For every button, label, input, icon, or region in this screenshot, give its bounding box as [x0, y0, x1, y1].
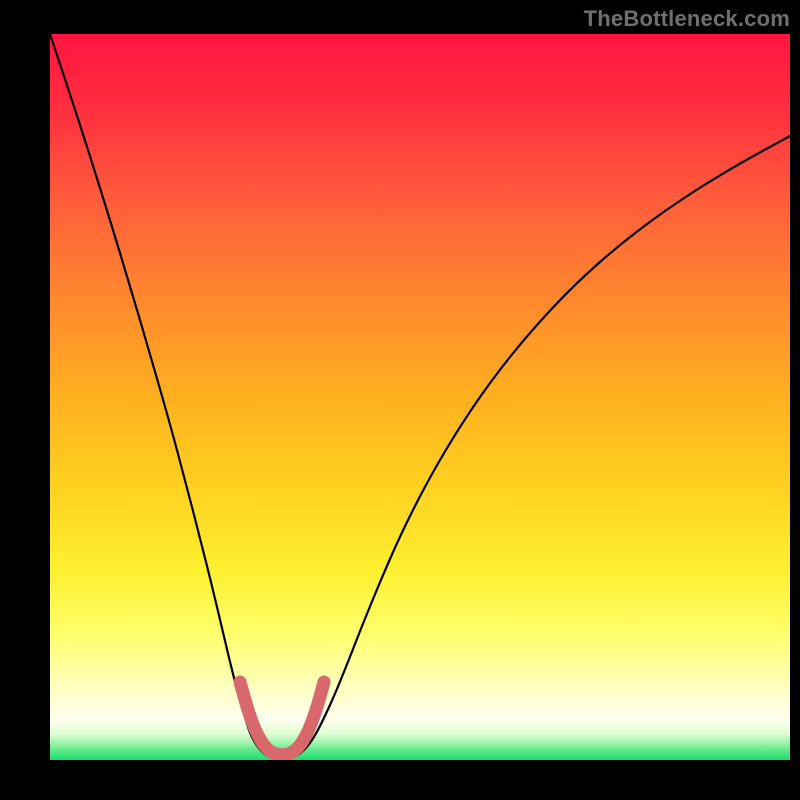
bottleneck-curve	[50, 34, 790, 759]
watermark-text: TheBottleneck.com	[584, 6, 790, 32]
plot-area	[50, 34, 790, 760]
highlight-segment	[240, 682, 324, 755]
curve-layer	[50, 34, 790, 760]
